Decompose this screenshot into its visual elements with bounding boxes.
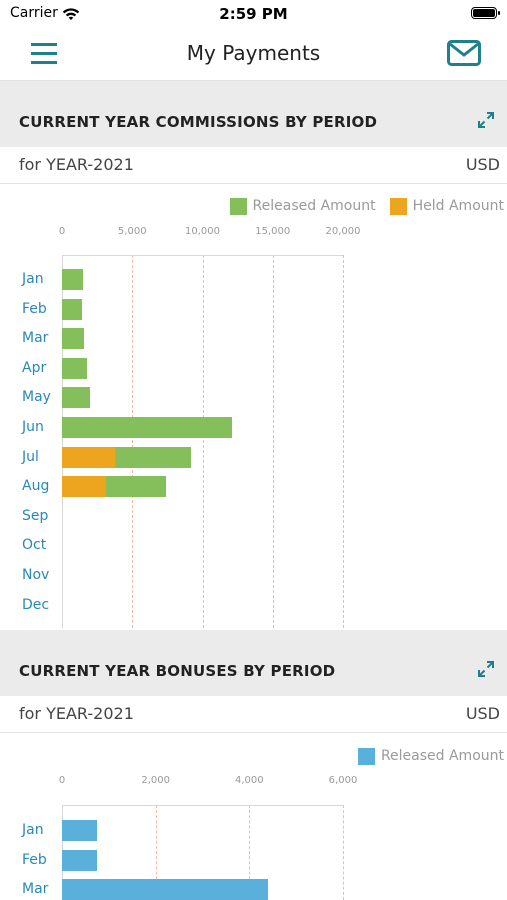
bar-released-amount (62, 417, 232, 438)
legend-swatch-released (229, 197, 247, 215)
grid-line (343, 805, 344, 900)
commissions-section-header: CURRENT YEAR COMMISSIONS BY PERIOD (0, 81, 507, 147)
mail-icon[interactable] (447, 40, 481, 66)
category-label: Jan (22, 271, 44, 287)
category-label: Dec (22, 596, 50, 613)
x-tick-label: 6,000 (328, 775, 358, 786)
category-label: Feb (22, 851, 47, 868)
commissions-year-row: for YEAR-2021 USD (0, 147, 507, 184)
bonuses-legend: Released Amount (357, 746, 504, 766)
legend-item-released: Released Amount (229, 197, 376, 215)
bar-released-amount (62, 879, 269, 900)
x-tick-label: 15,000 (255, 226, 291, 237)
year-label: for YEAR-2021 (19, 155, 134, 174)
x-tick-label: 0 (58, 226, 66, 237)
grid-line (343, 255, 344, 628)
nav-bar: My Payments (0, 28, 507, 81)
category-label: Oct (22, 537, 47, 554)
category-label: Nov (22, 567, 50, 583)
category-label: Jan (22, 822, 44, 838)
category-label: Apr (22, 359, 47, 376)
category-label: Mar (22, 330, 49, 347)
expand-icon[interactable] (477, 660, 495, 678)
category-label: Aug (22, 478, 50, 495)
status-bar: Carrier 2:59 PM (0, 0, 507, 28)
section-title: CURRENT YEAR COMMISSIONS BY PERIOD (19, 113, 378, 131)
bar-released-amount (115, 446, 192, 468)
commissions-chart: 0 5,000 10,000 15,000 20,000 Jan Feb Mar Apr May J… (22, 226, 361, 628)
grid-line (272, 255, 274, 628)
legend-swatch-released (357, 747, 375, 765)
bonuses-year-row: for YEAR-2021 USD (0, 696, 507, 733)
category-label: Feb (22, 300, 47, 317)
plot-top-line (62, 805, 343, 806)
page-title: My Payments (186, 41, 321, 65)
grid-line (155, 805, 157, 900)
plot-top-line (62, 255, 343, 256)
bar-released-amount (62, 269, 84, 290)
bar-released-amount (62, 298, 82, 320)
x-tick-label: 10,000 (185, 226, 220, 237)
x-tick-label: 0 (58, 775, 66, 786)
battery-icon (471, 7, 500, 19)
bar-released-amount (62, 357, 88, 379)
bar-released-amount (62, 328, 85, 350)
category-label: Sep (22, 507, 49, 524)
currency-label: USD (465, 155, 500, 174)
legend-item-held: Held Amount (389, 197, 504, 215)
category-label: May (22, 389, 51, 406)
legend-swatch-held (389, 197, 407, 215)
legend-label-released: Released Amount (252, 198, 376, 214)
legend-label-held: Held Amount (412, 198, 504, 214)
y-axis-line (62, 255, 63, 628)
legend-item-released: Released Amount (357, 747, 504, 765)
grid-line (249, 805, 251, 900)
year-label: for YEAR-2021 (19, 704, 134, 723)
x-tick-label: 2,000 (141, 775, 170, 786)
commissions-legend: Released Amount Held Amount (229, 196, 504, 216)
x-tick-label: 20,000 (325, 226, 361, 237)
carrier-label: Carrier (10, 5, 58, 21)
section-title: CURRENT YEAR BONUSES BY PERIOD (19, 662, 336, 680)
bar-released-amount (62, 387, 91, 409)
x-tick-label: 5,000 (117, 226, 147, 237)
bonuses-section-header: CURRENT YEAR BONUSES BY PERIOD (0, 630, 507, 696)
wifi-icon (62, 6, 80, 25)
category-label: Jun (22, 419, 44, 435)
bar-released-amount (105, 476, 166, 498)
grid-line (132, 255, 134, 628)
grid-line (202, 255, 204, 628)
status-time: 2:59 PM (219, 5, 288, 23)
x-tick-label: 4,000 (235, 775, 264, 786)
hamburger-menu-icon[interactable] (31, 40, 57, 66)
currency-label: USD (465, 704, 500, 723)
category-label: Mar (22, 881, 49, 898)
bar-released-amount (62, 849, 98, 871)
expand-icon[interactable] (477, 111, 495, 129)
bar-released-amount (62, 820, 98, 841)
legend-label-released: Released Amount (380, 748, 504, 764)
bar-held-amount (62, 446, 116, 468)
category-label: Jul (22, 448, 39, 465)
bar-held-amount (62, 476, 106, 498)
